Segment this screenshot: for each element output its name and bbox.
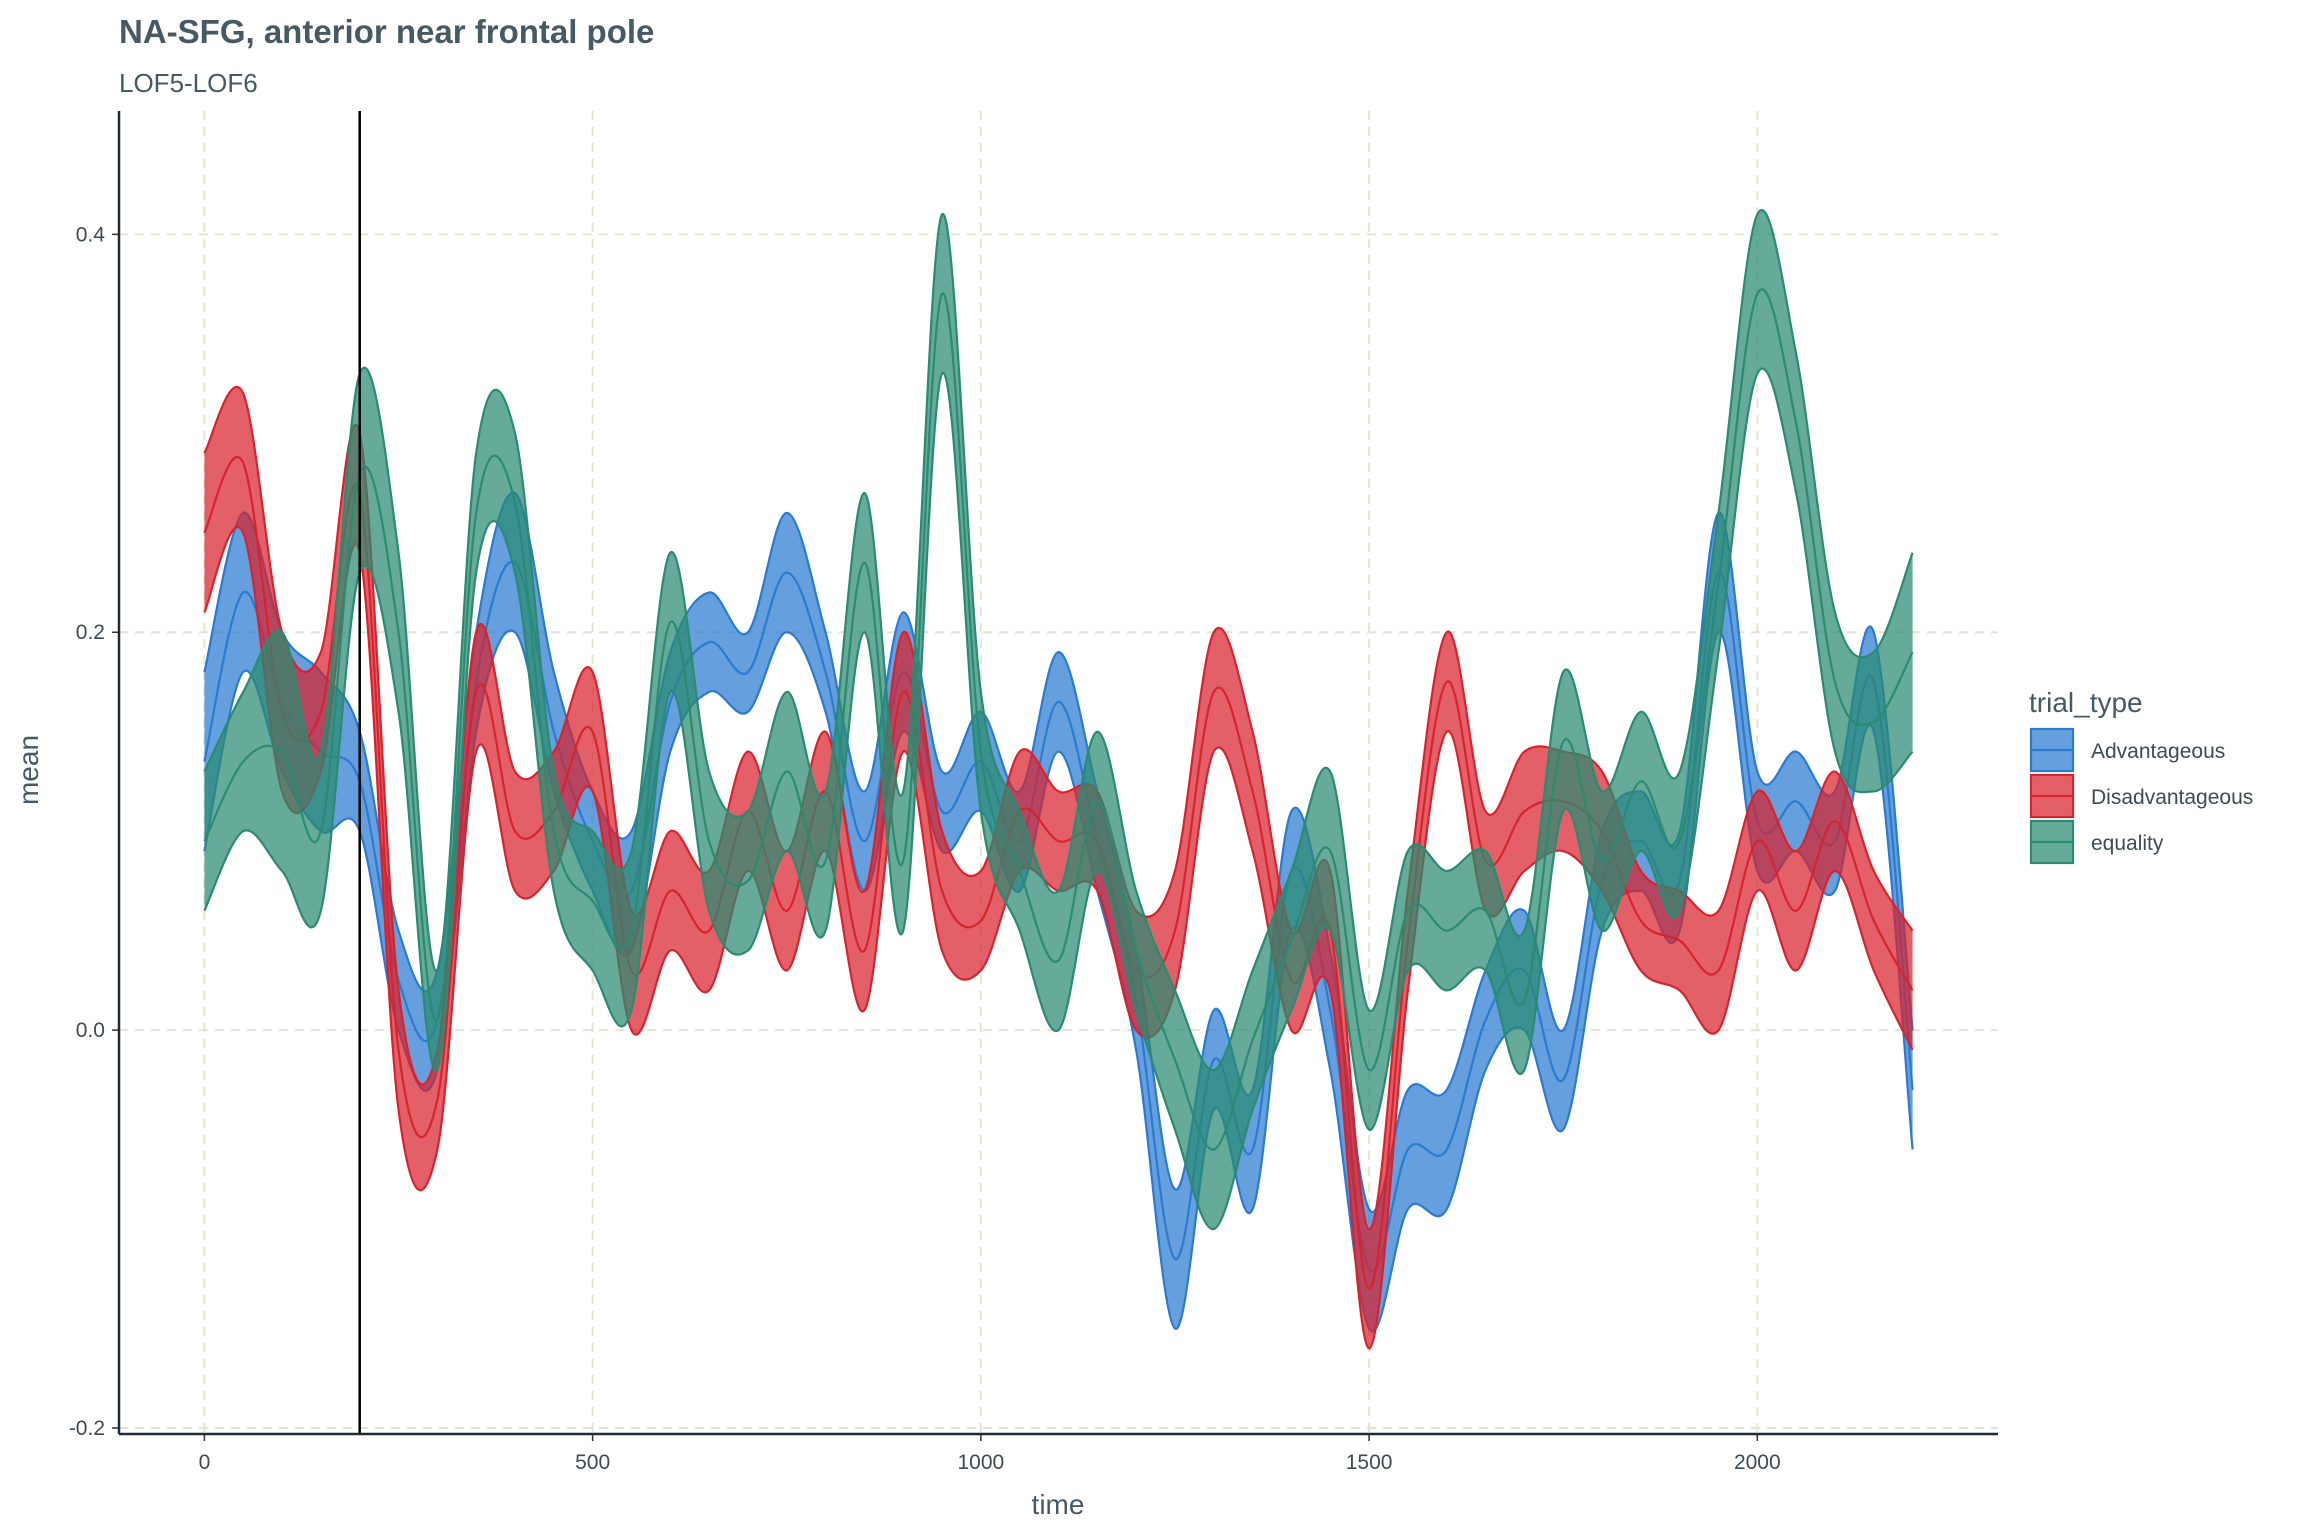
chart-title: NA-SFG, anterior near frontal pole — [119, 13, 654, 50]
x-tick-label: 1000 — [957, 1451, 1004, 1474]
y-axis-title: mean — [13, 735, 44, 805]
series-equality — [203, 209, 1914, 1231]
legend: trial_type Advantageous Disadvantageous eq… — [2029, 687, 2253, 865]
band-upper-line — [203, 209, 1914, 1072]
y-tick-label: 0.0 — [76, 1019, 105, 1042]
legend-label: Advantageous — [2091, 740, 2225, 763]
x-axis-title: time — [1032, 1489, 1085, 1520]
axes: 0 500 1000 1500 2000 -0.2 0.0 0.2 0.4 — [69, 111, 1998, 1474]
chart-subtitle: LOF5-LOF6 — [119, 68, 258, 98]
series-mean-line — [203, 288, 1914, 1151]
series-bands — [203, 209, 1914, 1350]
band-area — [204, 386, 1913, 1349]
x-tick-label: 500 — [575, 1451, 610, 1474]
band-area — [204, 492, 1913, 1332]
grid — [119, 111, 1998, 1434]
band-lower-line — [203, 526, 1914, 1350]
legend-item: Advantageous — [2029, 727, 2225, 773]
y-tick-label: 0.2 — [76, 621, 105, 644]
x-tick-label: 2000 — [1734, 1451, 1781, 1474]
y-tick-label: 0.4 — [76, 223, 106, 246]
legend-label: Disadvantageous — [2091, 786, 2253, 809]
legend-item: equality — [2029, 819, 2164, 865]
legend-title: trial_type — [2029, 687, 2143, 718]
x-tick-label: 0 — [199, 1451, 211, 1474]
x-tick-label: 1500 — [1346, 1451, 1393, 1474]
legend-item: Disadvantageous — [2029, 773, 2253, 819]
legend-label: equality — [2091, 832, 2164, 855]
band-area — [204, 210, 1913, 1230]
band-lower-line — [203, 367, 1914, 1231]
y-tick-label: -0.2 — [69, 1417, 105, 1440]
